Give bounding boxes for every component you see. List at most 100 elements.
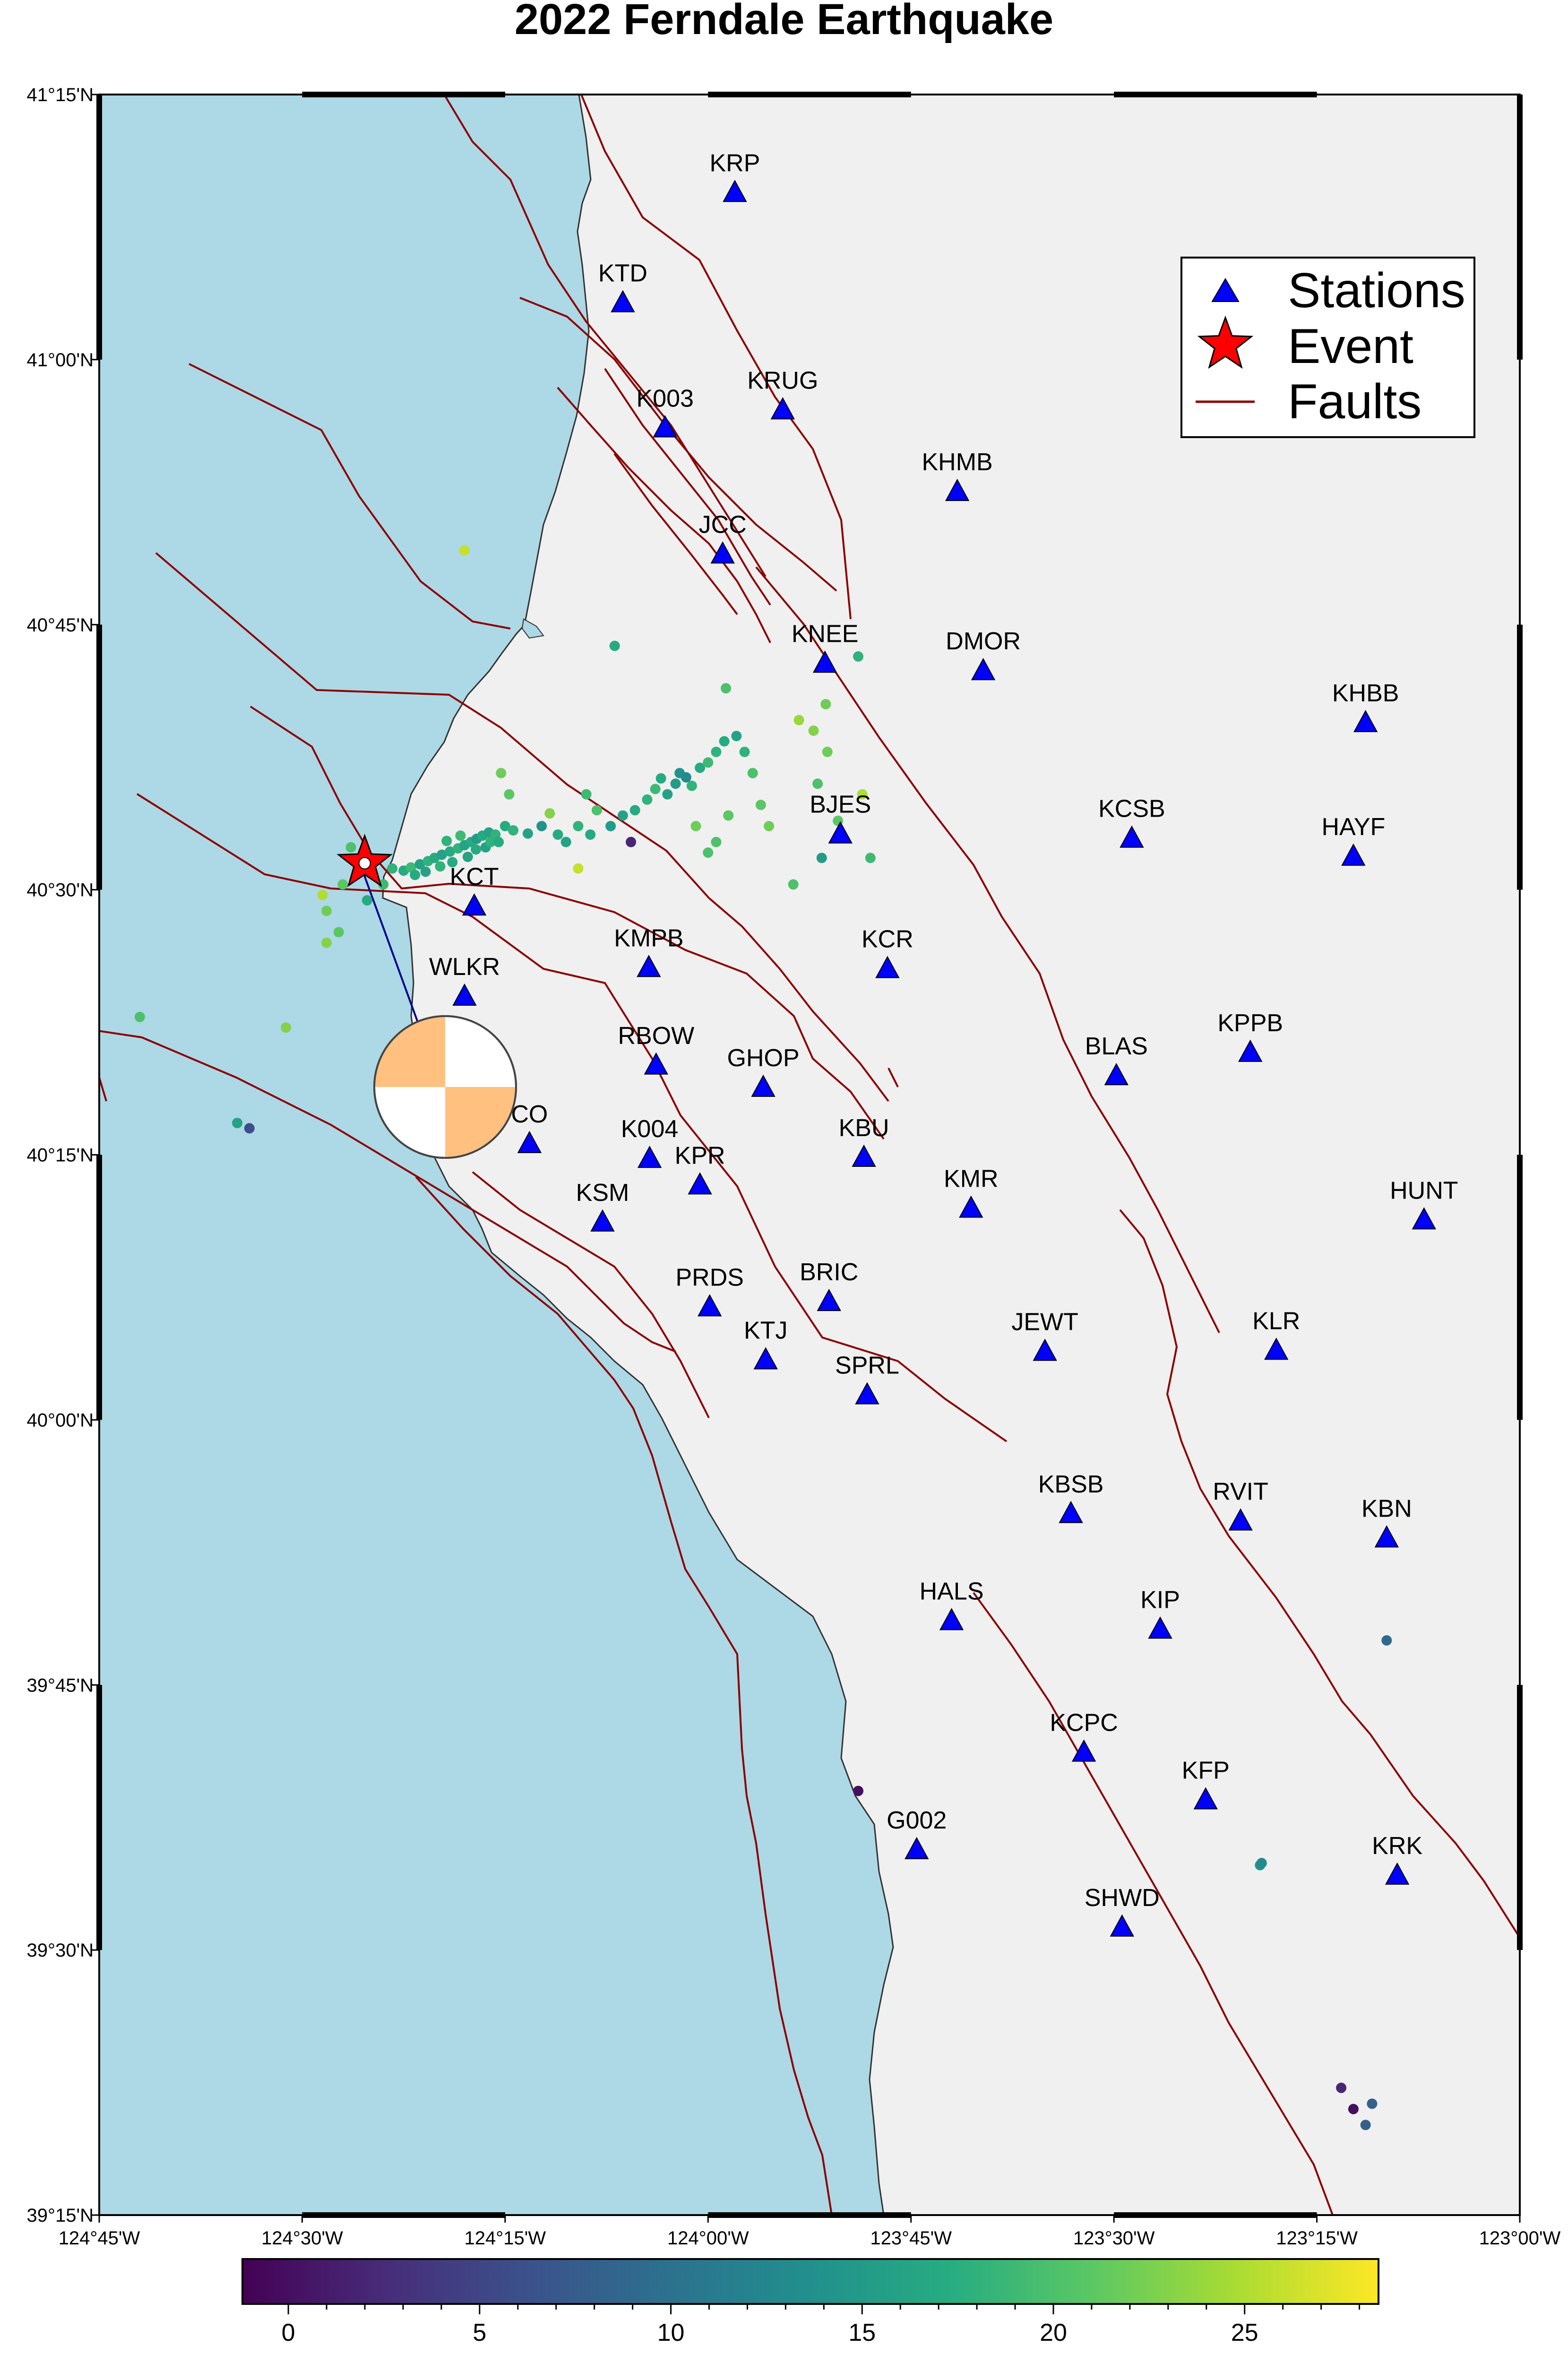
station-triangle-icon bbox=[945, 478, 970, 501]
y-tick-label: 41°15'N bbox=[26, 85, 94, 105]
aftershock-point bbox=[695, 762, 706, 773]
aftershock-point bbox=[865, 853, 876, 863]
aftershock-point bbox=[500, 821, 510, 832]
colorbar-gradient bbox=[241, 2258, 1379, 2305]
station-triangle-icon bbox=[1071, 1739, 1096, 1762]
station-triangle-icon bbox=[1264, 1337, 1289, 1360]
fault-line bbox=[613, 453, 738, 615]
map-frame: 124°45'W 124°30'W 124°15'W 124°00'W 123°45'W… bbox=[26, 85, 1560, 2249]
aftershock-point bbox=[642, 794, 653, 805]
aftershock-point bbox=[711, 837, 722, 847]
aftershock-point bbox=[788, 879, 799, 890]
station-label: KCT bbox=[450, 863, 499, 890]
station-label: KMPB bbox=[614, 924, 683, 952]
station-label: KPR bbox=[675, 1142, 725, 1169]
legend-event-label: Event bbox=[1288, 319, 1413, 374]
aftershock-point bbox=[435, 861, 446, 872]
aftershock-point bbox=[605, 821, 616, 832]
aftershock-point bbox=[721, 683, 732, 694]
station-label: KSM bbox=[576, 1179, 629, 1207]
aftershock-point bbox=[333, 927, 344, 938]
station-label: RBOW bbox=[618, 1022, 694, 1050]
aftershock-point bbox=[441, 836, 452, 846]
fault-line bbox=[519, 297, 837, 592]
aftershock-point bbox=[820, 699, 831, 710]
y-tick-label: 40°15'N bbox=[26, 1145, 94, 1166]
station-triangle-icon bbox=[590, 1209, 615, 1232]
colorbar-title: Depth (km) bbox=[733, 2362, 887, 2363]
fault-line bbox=[887, 1068, 899, 1087]
frame-bar bbox=[302, 2212, 505, 2218]
frame-bar bbox=[96, 624, 102, 890]
fault-line bbox=[557, 387, 771, 643]
aftershock-point bbox=[455, 830, 466, 841]
frame-bar bbox=[96, 1685, 102, 1950]
aftershock-point bbox=[1360, 2120, 1371, 2130]
aftershock-point bbox=[1348, 2104, 1359, 2114]
y-tick-label: 41°00'N bbox=[26, 350, 94, 371]
colorbar-tick-label: 5 bbox=[473, 2319, 486, 2346]
colorbar-ticks: 0 5 10 15 20 25 bbox=[282, 2304, 1361, 2346]
event-marker bbox=[336, 834, 393, 888]
aftershock-point bbox=[573, 821, 584, 832]
station-triangle-icon bbox=[855, 1382, 879, 1405]
station-triangle-icon bbox=[905, 1837, 929, 1859]
station-triangle-icon bbox=[637, 1146, 662, 1168]
station-label: HUNT bbox=[1390, 1177, 1458, 1204]
station-triangle-icon bbox=[959, 1195, 983, 1218]
station-triangle-icon bbox=[1193, 1787, 1218, 1810]
y-tick-label: 40°30'N bbox=[26, 880, 94, 901]
y-tick-label: 39°15'N bbox=[26, 2205, 94, 2226]
aftershock-point bbox=[670, 778, 681, 789]
station-label: KTJ bbox=[744, 1317, 787, 1344]
x-tick-label: 124°30'W bbox=[261, 2228, 343, 2249]
station-label: KPPB bbox=[1217, 1009, 1283, 1037]
fault-line bbox=[189, 363, 511, 630]
station-triangle-icon bbox=[698, 1294, 722, 1317]
aftershock-point bbox=[723, 810, 734, 821]
colorbar-tick-label: 25 bbox=[1231, 2319, 1258, 2346]
aftershock-point bbox=[459, 545, 470, 556]
station-triangle-icon bbox=[644, 1052, 669, 1075]
station-label: KRK bbox=[1372, 1832, 1422, 1860]
aftershock-point bbox=[853, 1785, 864, 1796]
station-triangle-icon bbox=[611, 290, 635, 312]
aftershock-point bbox=[617, 810, 628, 821]
station-triangle-icon bbox=[1059, 1501, 1083, 1523]
fault-line bbox=[443, 95, 767, 578]
aftershock-point bbox=[703, 847, 714, 858]
aftershock-point bbox=[581, 789, 592, 800]
station-triangle-icon bbox=[751, 1074, 775, 1097]
fault-line bbox=[250, 706, 885, 1140]
x-tick-label: 123°45'W bbox=[870, 2228, 952, 2249]
frame-checker-bars bbox=[96, 92, 1523, 2218]
aftershock-points bbox=[134, 545, 1392, 2130]
frame-bar bbox=[1517, 1155, 1523, 1420]
station-label: G002 bbox=[887, 1807, 947, 1834]
aftershock-point bbox=[857, 789, 868, 800]
aftershock-point bbox=[552, 829, 563, 840]
aftershock-point bbox=[420, 866, 431, 877]
aftershock-point bbox=[485, 837, 496, 847]
frame-bar bbox=[96, 95, 102, 360]
station-label: KCSB bbox=[1098, 795, 1165, 823]
station-triangle-icon bbox=[971, 658, 996, 681]
station-label: KHBB bbox=[1332, 680, 1399, 707]
aftershock-point bbox=[493, 837, 504, 847]
aftershock-point bbox=[522, 828, 533, 839]
fault-line bbox=[155, 552, 889, 1102]
station-label: K003 bbox=[637, 385, 694, 412]
station-label: KBN bbox=[1361, 1495, 1412, 1522]
aftershock-point bbox=[378, 879, 389, 890]
aftershock-point bbox=[387, 863, 398, 874]
fault-line bbox=[580, 95, 852, 620]
station-triangle-icon bbox=[1120, 825, 1144, 848]
aftershock-point bbox=[719, 736, 730, 747]
aftershock-point bbox=[764, 821, 775, 832]
aftershock-point bbox=[536, 821, 547, 832]
station-label: KIP bbox=[1140, 1586, 1180, 1613]
focal-mechanism-beachball bbox=[373, 1015, 517, 1159]
station-label: CO bbox=[511, 1101, 548, 1128]
aftershock-point bbox=[655, 773, 666, 784]
aftershock-point bbox=[755, 800, 766, 811]
